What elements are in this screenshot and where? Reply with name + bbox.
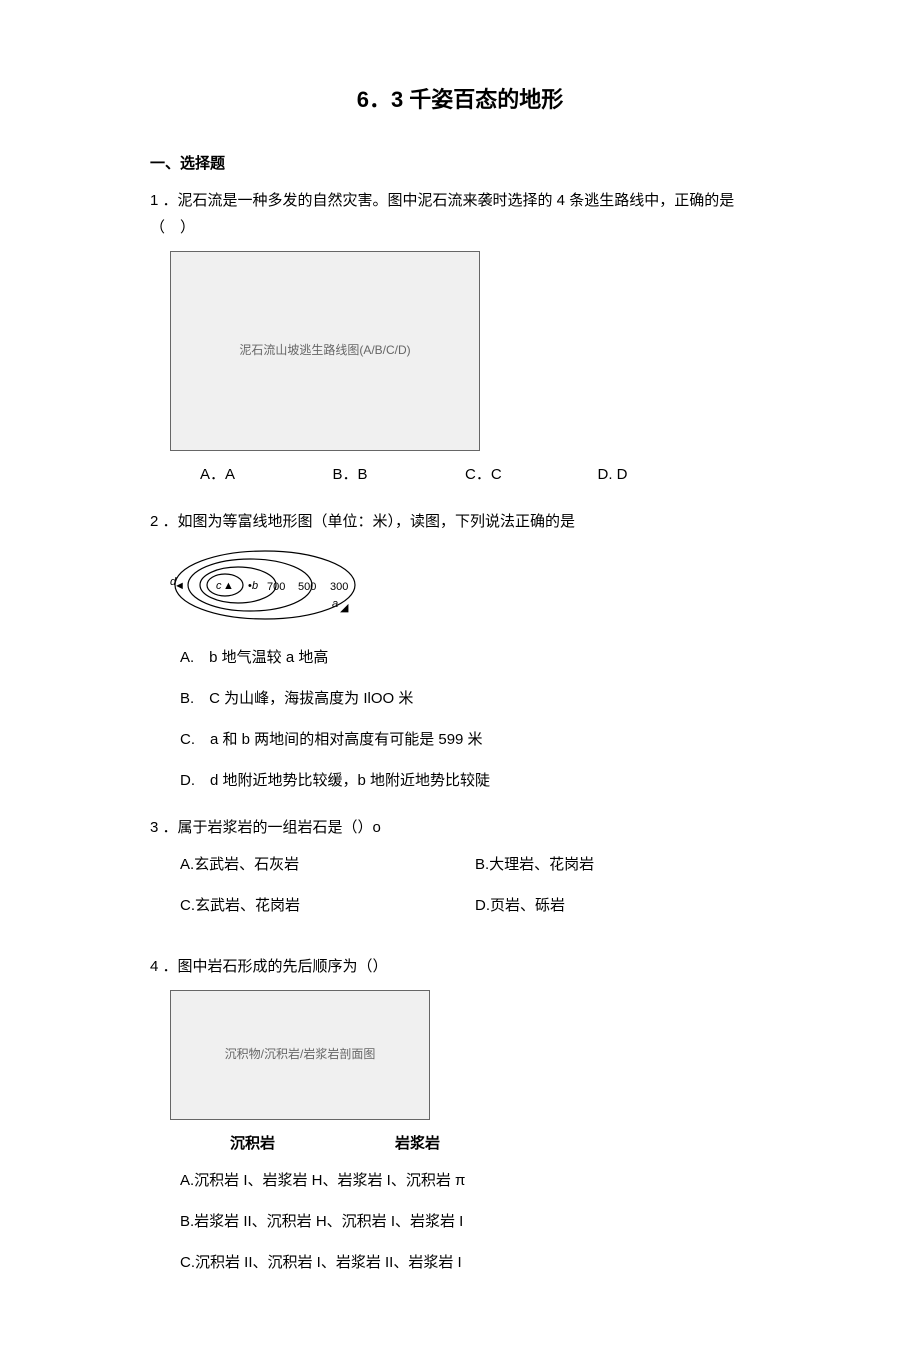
q4-opt-b: B.岩浆岩 II、沉积岩 H、沉积岩 I、岩浆岩 I [180, 1208, 770, 1235]
q1-opt-d: D. D [598, 461, 731, 488]
q1-opt-b: B．B [333, 461, 466, 488]
q4-caption-1: 沉积岩 [230, 1130, 275, 1157]
q3-opt-d: D.页岩、砾岩 [475, 892, 770, 919]
svg-text:c: c [216, 580, 222, 592]
q3-options: A.玄武岩、石灰岩 B.大理岩、花岗岩 C.玄武岩、花岗岩 D.页岩、砾岩 [180, 851, 770, 933]
q3-opt-b: B.大理岩、花岗岩 [475, 851, 770, 878]
q4-num: 4 [150, 958, 158, 975]
q2-stem: 2 ．如图为等富线地形图（单位：米），读图，下列说法正确的是 [150, 508, 770, 535]
section-header: 一、选择题 [150, 150, 770, 177]
q2-text: ．如图为等富线地形图（单位：米），读图，下列说法正确的是 [163, 513, 576, 530]
question-4: 4 ．图中岩石形成的先后顺序为（） 沉积物/沉积岩/岩浆岩剖面图 沉积岩 岩浆岩… [150, 953, 770, 1276]
svg-text:◢: ◢ [340, 602, 349, 614]
q1-stem: 1 ．泥石流是一种多发的自然灾害。图中泥石流来袭时选择的 4 条逃生路线中，正确… [150, 187, 770, 241]
page-title: 6．3 千姿百态的地形 [150, 80, 770, 120]
q2-contour-svg: c ▲ • b 700 500 300 d ◄ a ◢ [170, 545, 390, 625]
q1-opt-c: C．C [465, 461, 598, 488]
q1-text: ．泥石流是一种多发的自然灾害。图中泥石流来袭时选择的 4 条逃生路线中，正确的是… [150, 192, 734, 236]
q3-opt-a: A.玄武岩、石灰岩 [180, 851, 475, 878]
svg-text:700: 700 [267, 581, 285, 593]
q4-stem: 4 ．图中岩石形成的先后顺序为（） [150, 953, 770, 980]
q2-num: 2 [150, 513, 158, 530]
svg-text:◄: ◄ [174, 580, 185, 592]
q3-text: ．属于岩浆岩的一组岩石是（）o [163, 819, 381, 836]
q2-options: A. b 地气温较 a 地高 B. C 为山峰，海拔高度为 IlOO 米 C. … [180, 644, 770, 794]
q2-opt-d: D. d 地附近地势比较缓，b 地附近地势比较陡 [180, 767, 770, 794]
q3-opt-c: C.玄武岩、花岗岩 [180, 892, 475, 919]
q4-caption: 沉积岩 岩浆岩 [230, 1130, 770, 1157]
q2-figure: c ▲ • b 700 500 300 d ◄ a ◢ [170, 545, 770, 634]
q1-num: 1 [150, 192, 158, 209]
q3-num: 3 [150, 819, 158, 836]
q3-stem: 3 ．属于岩浆岩的一组岩石是（）o [150, 814, 770, 841]
q4-opt-c: C.沉积岩 II、沉积岩 I、岩浆岩 II、岩浆岩 I [180, 1249, 770, 1276]
q4-options: A.沉积岩 I、岩浆岩 H、岩浆岩 I、沉积岩 π B.岩浆岩 II、沉积岩 H… [180, 1167, 770, 1276]
q1-image: 泥石流山坡逃生路线图(A/B/C/D) [170, 251, 480, 451]
q1-opt-a: A．A [200, 461, 333, 488]
question-2: 2 ．如图为等富线地形图（单位：米），读图，下列说法正确的是 c ▲ • b 7… [150, 508, 770, 794]
svg-text:▲: ▲ [223, 580, 234, 592]
question-3: 3 ．属于岩浆岩的一组岩石是（）o A.玄武岩、石灰岩 B.大理岩、花岗岩 C.… [150, 814, 770, 933]
q4-image: 沉积物/沉积岩/岩浆岩剖面图 [170, 990, 430, 1120]
q4-opt-a: A.沉积岩 I、岩浆岩 H、岩浆岩 I、沉积岩 π [180, 1167, 770, 1194]
svg-text:b: b [252, 580, 258, 592]
q2-opt-b: B. C 为山峰，海拔高度为 IlOO 米 [180, 685, 770, 712]
question-1: 1 ．泥石流是一种多发的自然灾害。图中泥石流来袭时选择的 4 条逃生路线中，正确… [150, 187, 770, 488]
q4-text: ．图中岩石形成的先后顺序为（） [163, 958, 388, 975]
svg-text:a: a [332, 598, 338, 610]
q4-caption-2: 岩浆岩 [395, 1130, 440, 1157]
q2-opt-c: C. a 和 b 两地间的相对高度有可能是 599 米 [180, 726, 770, 753]
q1-figure: 泥石流山坡逃生路线图(A/B/C/D) [170, 251, 770, 451]
q2-opt-a: A. b 地气温较 a 地高 [180, 644, 770, 671]
svg-text:500: 500 [298, 581, 316, 593]
q4-figure: 沉积物/沉积岩/岩浆岩剖面图 [170, 990, 770, 1120]
q1-options: A．A B．B C．C D. D [200, 461, 770, 488]
svg-text:300: 300 [330, 581, 348, 593]
